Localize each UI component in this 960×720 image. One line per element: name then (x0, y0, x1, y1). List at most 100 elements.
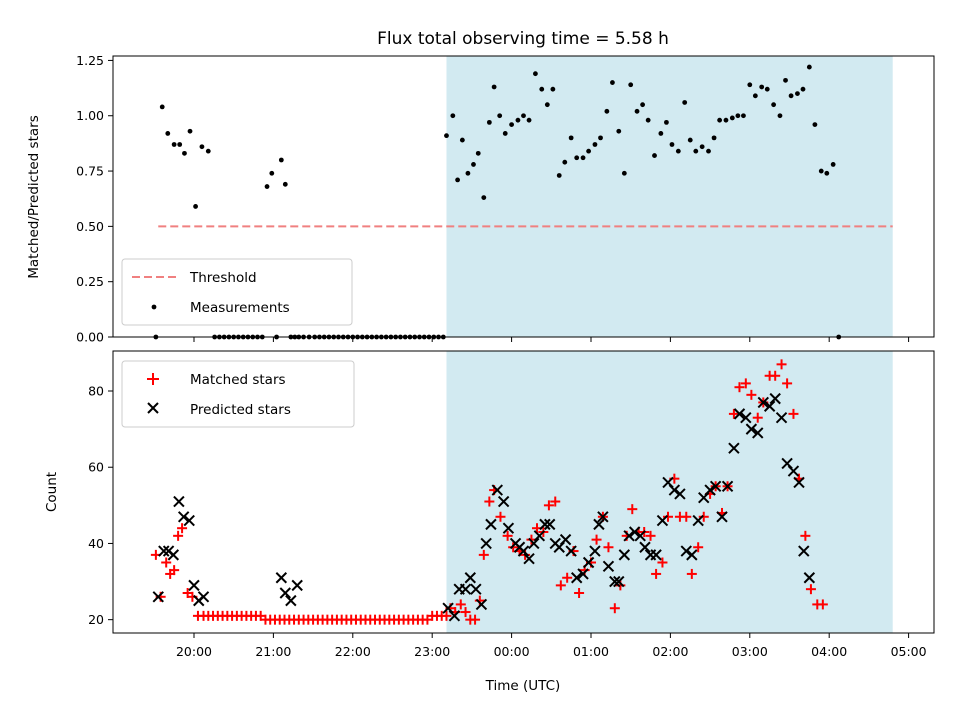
measurement-point (628, 82, 634, 88)
matched-star-marker (734, 382, 745, 393)
predicted-star-marker (757, 396, 769, 409)
predicted-star-marker (491, 484, 504, 496)
matched-star-marker (173, 530, 184, 541)
predicted-star-marker (502, 522, 515, 534)
measurement-point (723, 117, 729, 123)
predicted-star-marker (577, 568, 589, 580)
matched-star-marker (657, 557, 668, 568)
predicted-star-marker (533, 530, 546, 542)
measurement-point (812, 122, 818, 127)
observing-window-shade (446, 351, 893, 633)
x-tick-label: 03:00 (732, 644, 768, 659)
matched-star-marker (455, 599, 466, 610)
predicted-star-marker (639, 541, 651, 553)
y-tick-label: 0.75 (76, 164, 104, 179)
predicted-star-marker (733, 408, 746, 420)
measurement-point (586, 148, 592, 154)
predicted-legend-label: Predicted stars (190, 402, 291, 418)
measurement-point (465, 170, 471, 176)
top-axes-frame (112, 55, 935, 338)
measurement-point (182, 150, 187, 156)
measurement-point (278, 157, 284, 163)
matched-legend-swatch (147, 373, 159, 385)
matched-star-marker (728, 408, 739, 419)
measurement-legend-swatch (151, 304, 157, 310)
measurement-point (693, 148, 699, 154)
measurement-point (687, 137, 693, 143)
matched-star-marker (651, 568, 662, 579)
predicted-star-marker (485, 518, 497, 531)
measurement-point (669, 142, 675, 147)
x-tick-label: 05:00 (891, 644, 927, 659)
top-legend: Threshold Measurements (121, 258, 353, 326)
measurement-point (640, 102, 646, 108)
matched-star-marker (782, 378, 793, 389)
x-tick-label: 23:00 (414, 644, 450, 659)
matched-star-marker (693, 542, 704, 553)
measurement-point (783, 77, 788, 83)
measurement-point (568, 135, 574, 141)
predicted-star-marker (291, 579, 303, 592)
y-tick-label: 80 (88, 384, 104, 399)
threshold-legend-label: Threshold (189, 270, 257, 286)
bottom-legend: Matched stars Predicted stars (121, 360, 355, 428)
measurement-point (574, 155, 580, 161)
matched-star-marker (686, 568, 697, 579)
matched-star-marker (502, 530, 513, 541)
matched-star-marker (478, 549, 489, 560)
measurement-point (682, 100, 688, 105)
predicted-star-marker (559, 533, 572, 546)
matched-star-marker (169, 565, 180, 576)
matched-star-marker (495, 511, 506, 522)
measurement-point (645, 117, 651, 123)
predicted-star-marker (275, 572, 288, 584)
measurement-point (562, 159, 568, 165)
predicted-star-marker (497, 495, 510, 508)
measurement-point (521, 113, 526, 119)
predicted-star-marker (803, 572, 816, 584)
measurement-point (580, 155, 586, 161)
matched-star-marker (681, 511, 692, 522)
predicted-star-marker (197, 591, 210, 603)
chart-title: Flux total observing time = 5.58 h (377, 29, 669, 49)
y-tick-label: 1.00 (76, 108, 104, 123)
predicted-star-marker (680, 545, 692, 557)
x-tick-label: 01:00 (573, 644, 609, 659)
x-axis-label: Time (UTC) (485, 678, 561, 694)
matched-star-marker (817, 599, 828, 610)
matched-star-marker (740, 378, 751, 389)
measurement-legend-label: Measurements (190, 300, 290, 316)
measurement-point (759, 84, 765, 90)
measurement-point (711, 135, 717, 141)
x-tick-label: 04:00 (811, 644, 847, 659)
predicted-star-marker (183, 514, 195, 527)
predicted-star-marker (152, 591, 164, 603)
bottom-axes-frame (112, 350, 935, 634)
top-ylabel: Matched/Predicted stars (26, 115, 42, 278)
matched-star-marker (663, 511, 674, 522)
matched-star-marker (746, 389, 757, 400)
measurement-point (598, 135, 603, 141)
observing-window-shade (446, 56, 893, 337)
measurement-point (444, 133, 449, 139)
measurement-point (706, 148, 711, 154)
predicted-star-marker (686, 549, 698, 561)
y-tick-label: 60 (88, 460, 104, 475)
measurement-point (533, 71, 538, 77)
matched-star-marker (177, 523, 188, 534)
measurement-point (604, 108, 610, 114)
predicted-star-marker (745, 423, 758, 435)
measurement-point (616, 128, 622, 134)
predicted-star-marker (656, 514, 669, 527)
matched-star-marker (555, 580, 566, 591)
matched-star-marker (698, 511, 709, 522)
predicted-star-marker (188, 579, 200, 592)
matched-star-marker (603, 542, 614, 553)
matched-star-marker (484, 496, 495, 507)
measurement-point (264, 184, 270, 189)
measurement-point (282, 181, 288, 187)
matched-star-marker (470, 614, 481, 625)
predicted-star-marker (158, 545, 170, 557)
y-tick-label: 0.25 (76, 274, 104, 289)
measurement-point (658, 131, 664, 136)
